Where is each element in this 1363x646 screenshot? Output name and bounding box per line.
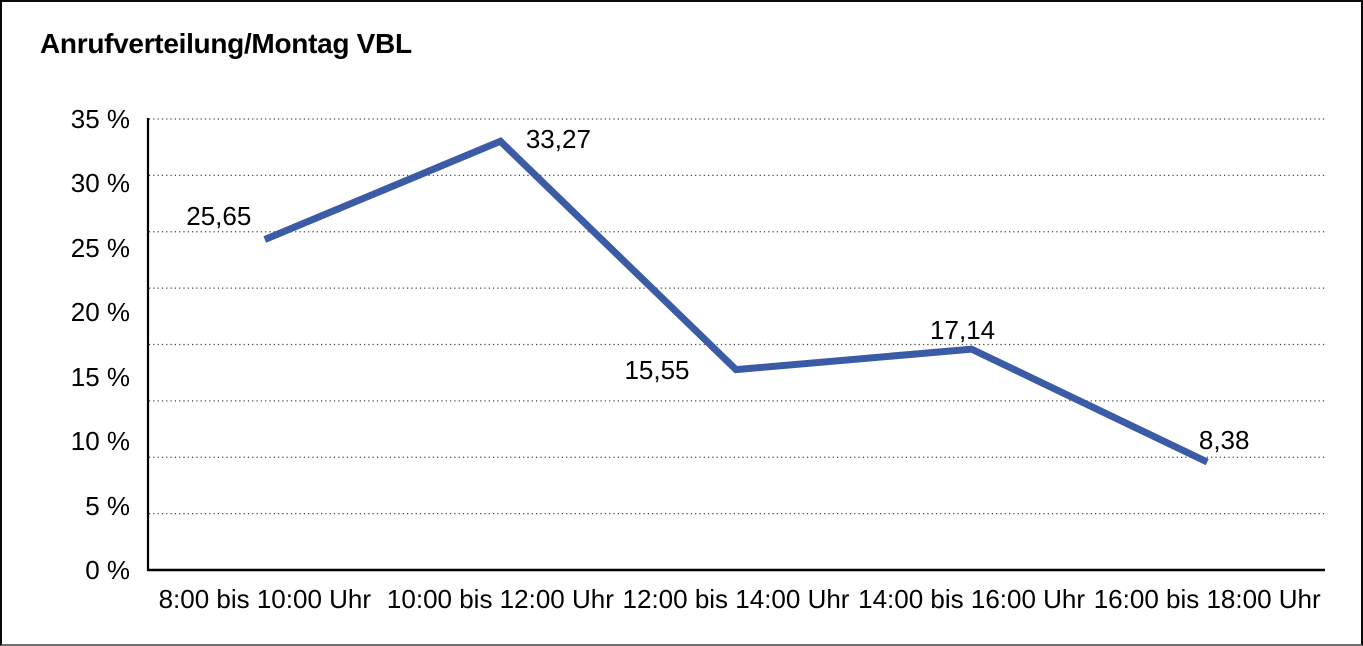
data-point-label: 15,55 xyxy=(624,354,690,385)
y-tick-label: 15 % xyxy=(70,361,130,392)
x-category-label: 16:00 bis 18:00 Uhr xyxy=(1093,584,1321,614)
x-category-label: 10:00 bis 12:00 Uhr xyxy=(386,584,614,614)
data-line xyxy=(263,137,1209,466)
y-tick-label: 5 % xyxy=(85,490,130,521)
data-point-label: 8,38 xyxy=(1198,425,1250,456)
data-point-label: 25,65 xyxy=(186,201,252,232)
y-tick-label: 20 % xyxy=(70,297,130,328)
x-category-label: 12:00 bis 14:00 Uhr xyxy=(622,584,850,614)
y-tick-label: 35 % xyxy=(70,104,130,134)
y-tick-label: 0 % xyxy=(85,555,130,585)
chart-title: Anrufverteilung/Montag VBL xyxy=(40,28,412,59)
x-category-label: 14:00 bis 16:00 Uhr xyxy=(858,584,1086,614)
data-point-label: 33,27 xyxy=(525,124,591,155)
y-tick-label: 10 % xyxy=(70,426,130,457)
y-tick-label: 30 % xyxy=(70,168,130,199)
x-category-label: 8:00 bis 10:00 Uhr xyxy=(158,584,372,614)
data-point-label: 17,14 xyxy=(930,315,996,346)
y-tick-label: 25 % xyxy=(70,232,130,263)
